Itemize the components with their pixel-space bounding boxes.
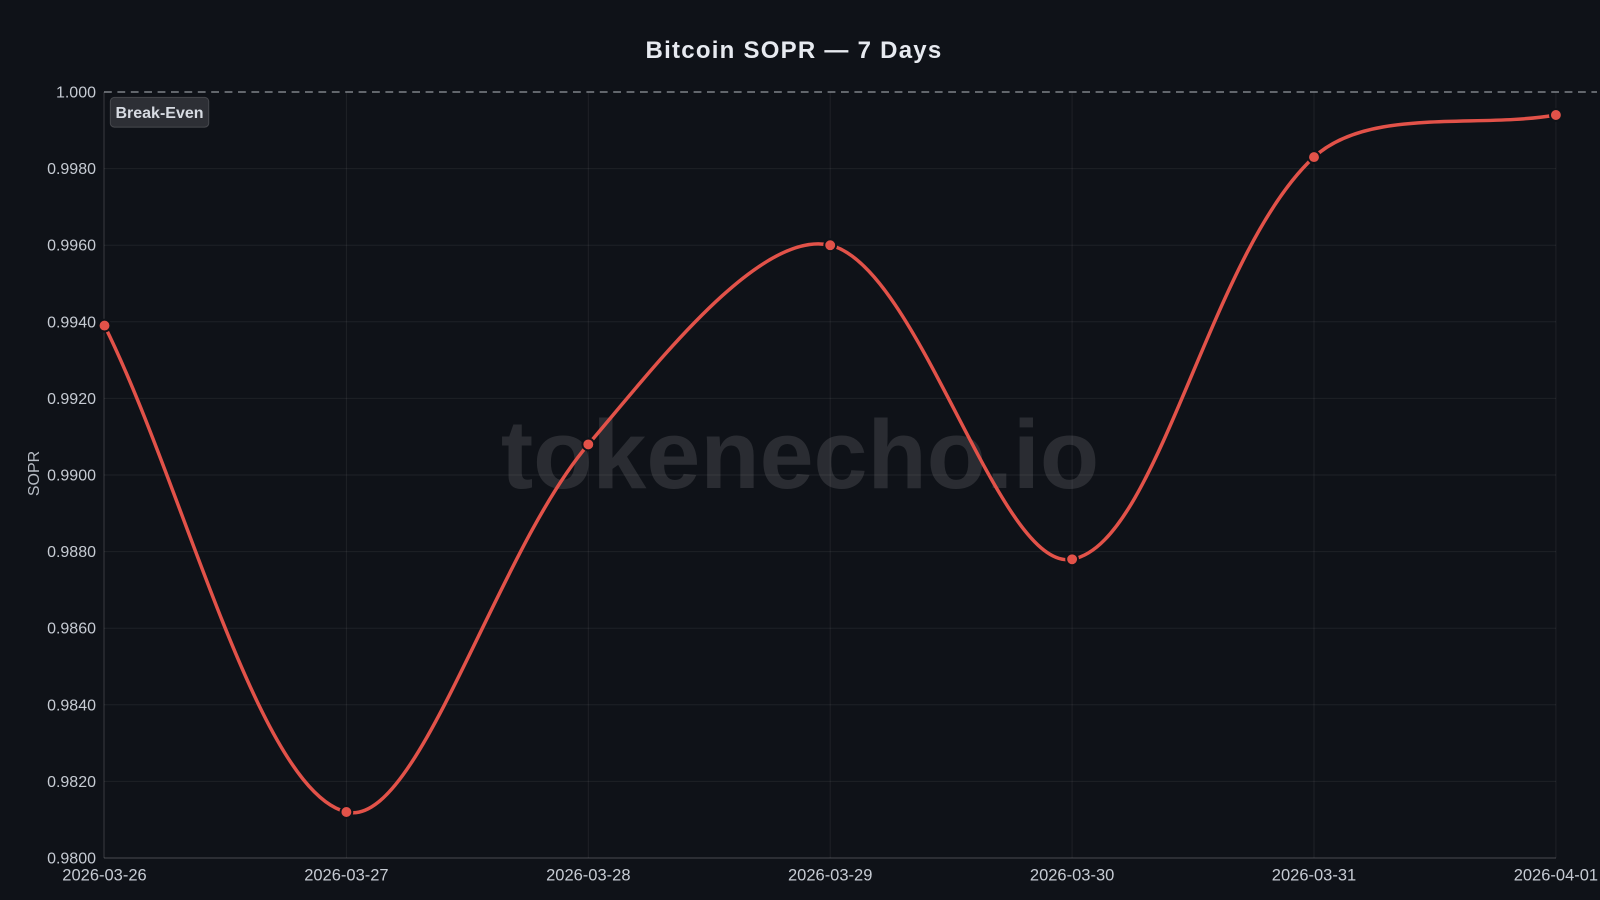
svg-text:0.9800: 0.9800 <box>47 851 96 868</box>
svg-text:2026-03-30: 2026-03-30 <box>1030 867 1114 885</box>
svg-text:0.9820: 0.9820 <box>47 774 96 791</box>
svg-text:0.9980: 0.9980 <box>47 161 96 178</box>
svg-text:0.9940: 0.9940 <box>47 314 96 331</box>
svg-text:2026-04-01: 2026-04-01 <box>1514 867 1598 885</box>
svg-text:2026-03-31: 2026-03-31 <box>1272 867 1356 885</box>
svg-text:1.000: 1.000 <box>56 85 96 102</box>
svg-text:2026-03-28: 2026-03-28 <box>546 867 630 885</box>
svg-text:2026-03-29: 2026-03-29 <box>788 867 872 885</box>
svg-text:0.9960: 0.9960 <box>47 238 96 255</box>
svg-text:2026-03-27: 2026-03-27 <box>304 867 388 885</box>
svg-text:Bitcoin SOPR — 7 Days: Bitcoin SOPR — 7 Days <box>646 37 943 64</box>
svg-text:0.9920: 0.9920 <box>47 391 96 408</box>
svg-text:0.9840: 0.9840 <box>47 697 96 714</box>
svg-text:Break-Even: Break-Even <box>115 105 203 122</box>
svg-text:2026-03-26: 2026-03-26 <box>62 867 146 885</box>
svg-text:0.9880: 0.9880 <box>47 544 96 561</box>
svg-text:SOPR: SOPR <box>26 451 43 496</box>
svg-text:tokenecho.io: tokenecho.io <box>501 400 1099 509</box>
svg-text:0.9860: 0.9860 <box>47 621 96 638</box>
svg-text:0.9900: 0.9900 <box>47 468 96 485</box>
